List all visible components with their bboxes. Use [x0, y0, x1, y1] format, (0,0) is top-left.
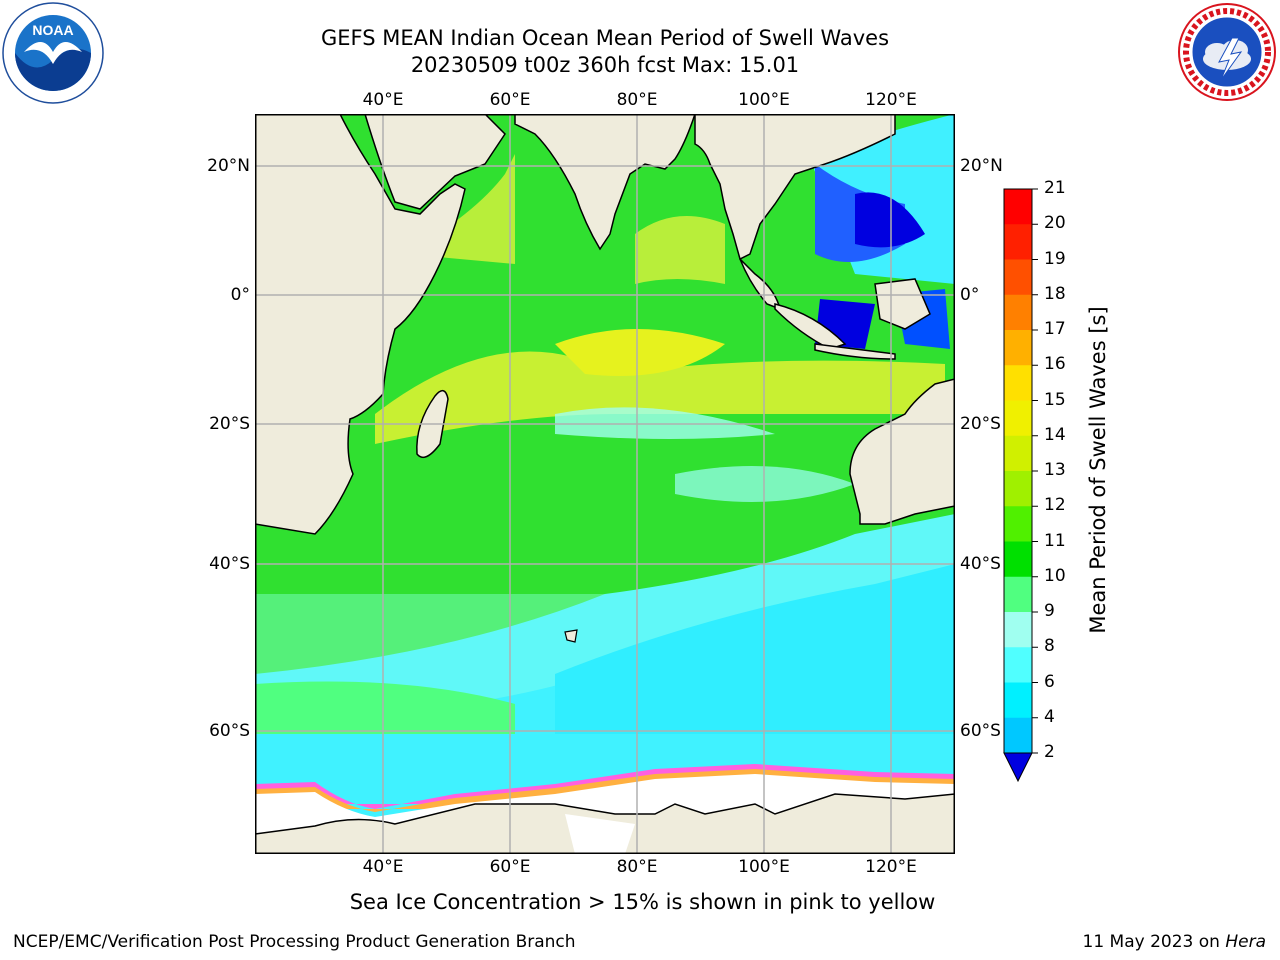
- lon-tick-top-100e: 100°E: [738, 90, 790, 110]
- colorbar-label: 2: [1044, 742, 1055, 762]
- colorbar-label: 9: [1044, 601, 1055, 621]
- lon-tick-bottom-100e: 100°E: [738, 857, 790, 877]
- colorbar-label: 17: [1044, 319, 1066, 339]
- colorbar-segment: [1004, 259, 1032, 296]
- sea-ice-note: Sea Ice Concentration > 15% is shown in …: [349, 890, 936, 914]
- colorbar-segment: [1004, 471, 1032, 507]
- colorbar-segment: [1004, 717, 1032, 754]
- lat-tick-left-60s: 60°S: [209, 721, 250, 741]
- colorbar: [1003, 188, 1038, 783]
- colorbar-segment: [1004, 294, 1032, 331]
- colorbar-label: 10: [1044, 565, 1066, 586]
- colorbar-label: 12: [1044, 495, 1066, 516]
- colorbar-segment: [1004, 682, 1032, 719]
- lat-tick-right-20s: 20°S: [960, 414, 1001, 434]
- lat-tick-right-40s: 40°S: [960, 554, 1001, 574]
- noaa-logo: NOAA: [2, 2, 104, 104]
- nws-logo: [1177, 2, 1277, 102]
- colorbar-extension: [1003, 752, 1033, 783]
- colorbar-label: 16: [1044, 354, 1066, 375]
- lon-tick-top-120e: 120°E: [865, 90, 917, 110]
- lat-tick-right-20n: 20°N: [960, 156, 1003, 176]
- lon-tick-bottom-80e: 80°E: [616, 857, 658, 877]
- lat-tick-left-20s: 20°S: [209, 414, 250, 434]
- colorbar-segment: [1004, 224, 1032, 260]
- colorbar-label: 18: [1044, 283, 1066, 304]
- colorbar-label: 8: [1044, 636, 1055, 657]
- colorbar-label: 11: [1044, 530, 1066, 551]
- colorbar-segment: [1004, 612, 1032, 648]
- colorbar-segment: [1004, 506, 1032, 542]
- map-title: GEFS MEAN Indian Ocean Mean Period of Sw…: [320, 26, 890, 50]
- lon-tick-top-80e: 80°E: [616, 90, 658, 110]
- colorbar-segment: [1004, 330, 1032, 366]
- colorbar-label: 20: [1044, 213, 1066, 234]
- lat-tick-right-0: 0°: [960, 285, 980, 305]
- footer-date: 11 May 2023 on Hera: [1082, 932, 1267, 952]
- colorbar-label: 21: [1044, 178, 1066, 198]
- machine-name: Hera: [1225, 932, 1266, 952]
- colorbar-label: 19: [1044, 248, 1066, 269]
- colorbar-label: 13: [1044, 460, 1066, 480]
- colorbar-segment: [1004, 365, 1032, 401]
- map-subtitle: 20230509 t00z 360h fcst Max: 15.01: [410, 53, 800, 77]
- noaa-logo-text: NOAA: [32, 22, 73, 38]
- graticule: [255, 114, 955, 854]
- lat-tick-left-40s: 40°S: [209, 554, 250, 574]
- lon-tick-bottom-120e: 120°E: [865, 857, 917, 877]
- colorbar-segment: [1004, 435, 1032, 472]
- australia-land: [849, 378, 955, 525]
- colorbar-title: Mean Period of Swell Waves [s]: [1086, 306, 1110, 634]
- colorbar-segment: [1004, 400, 1032, 437]
- arabia-land: [364, 114, 506, 210]
- colorbar-segment: [1004, 576, 1032, 613]
- colorbar-label: 14: [1044, 424, 1066, 445]
- credit-text: NCEP/EMC/Verification Post Processing Pr…: [13, 932, 576, 952]
- colorbar-segment: [1004, 647, 1032, 683]
- colorbar-label: 4: [1044, 706, 1055, 727]
- lon-tick-top-60e: 60°E: [489, 90, 531, 110]
- colorbar-label: 15: [1044, 389, 1066, 410]
- africa-land: [255, 114, 466, 535]
- se-asia-land: [694, 114, 896, 261]
- lon-tick-top-40e: 40°E: [362, 90, 404, 110]
- lon-tick-bottom-40e: 40°E: [362, 857, 404, 877]
- india-land: [514, 114, 696, 251]
- lat-tick-right-60s: 60°S: [960, 721, 1001, 741]
- colorbar-label: 6: [1044, 671, 1055, 692]
- high-period-band: [375, 351, 945, 444]
- colorbar-segment: [1004, 541, 1032, 578]
- swell-period-map: [255, 114, 955, 854]
- lat-tick-left-0: 0°: [230, 285, 250, 305]
- lat-tick-left-20n: 20°N: [207, 156, 250, 176]
- colorbar-segment: [1004, 189, 1032, 225]
- lon-tick-bottom-60e: 60°E: [489, 857, 531, 877]
